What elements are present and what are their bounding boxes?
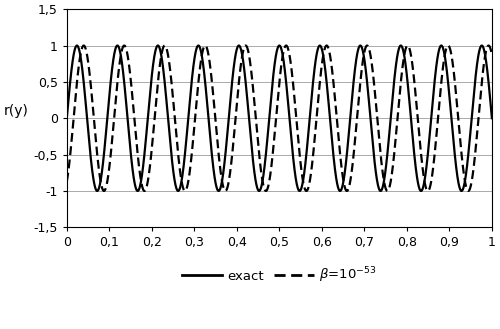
Legend: exact, $\beta$=10$^{-53}$: exact, $\beta$=10$^{-53}$ (177, 260, 382, 291)
Y-axis label: r(y): r(y) (4, 104, 29, 118)
